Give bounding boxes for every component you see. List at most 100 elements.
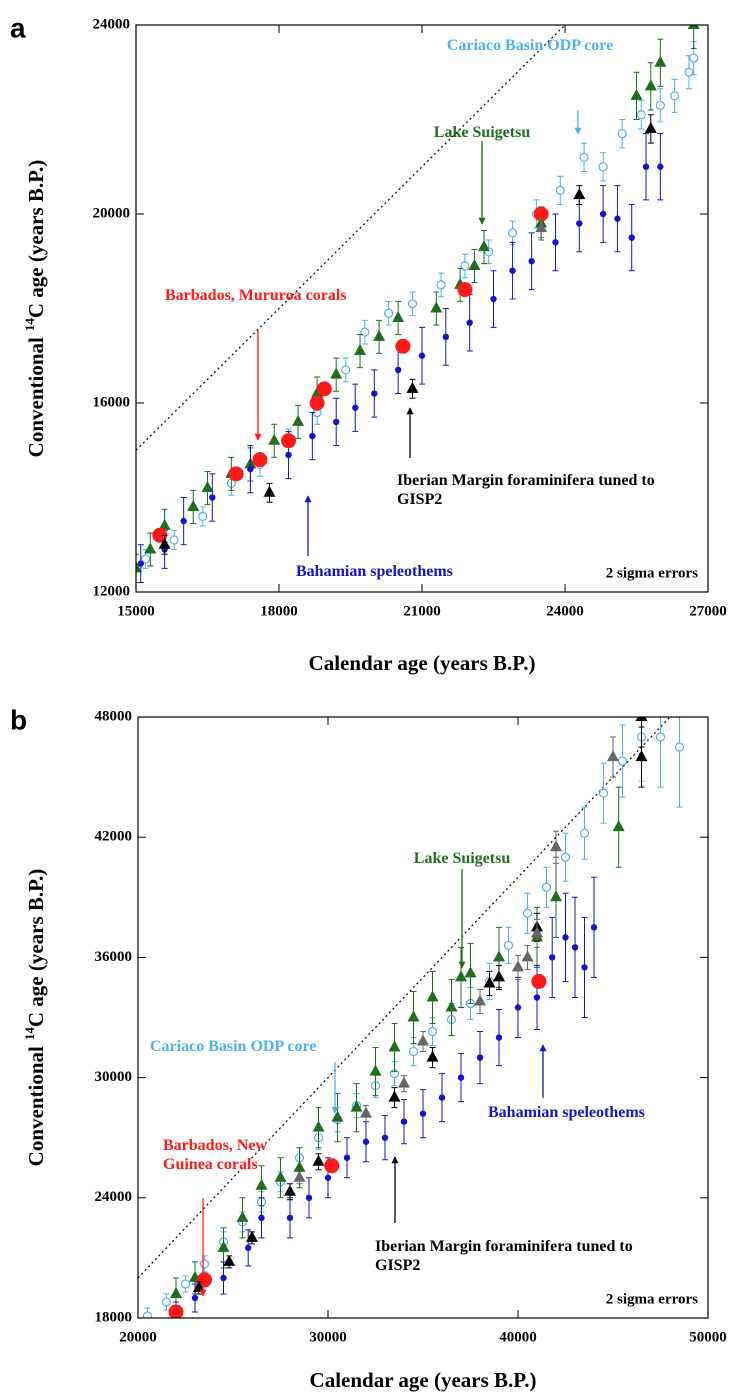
x-axis-title: Calendar age (years B.P.) (309, 651, 536, 675)
triangle-marker (284, 1184, 296, 1196)
dot-marker (549, 954, 556, 961)
series-annotation: Bahamian speleothems (488, 1104, 645, 1121)
circle-marker (598, 162, 608, 172)
triangle-marker (426, 990, 439, 1002)
triangle-marker (246, 1230, 258, 1242)
triangle-marker (550, 840, 562, 852)
circle-marker (407, 299, 418, 309)
dot-marker (571, 944, 579, 951)
y-axis-title-part: C age (years B.P.) (24, 869, 48, 1027)
x-tick-label: 27000 (689, 603, 727, 619)
y-axis-title-part: Conventional (24, 1046, 48, 1166)
plot-area (136, 25, 700, 584)
triangle-marker (407, 1010, 420, 1022)
triangle-marker (607, 750, 619, 762)
circle-marker (674, 742, 685, 752)
dot-marker (418, 352, 426, 359)
dot-marker (209, 494, 216, 501)
triangle-marker (493, 950, 505, 962)
one-to-one-line (135, 24, 566, 451)
dot-marker (419, 1110, 427, 1117)
dot-marker (333, 418, 340, 426)
circle-marker (142, 1311, 153, 1318)
x-axis-title: Calendar age (years B.P.) (310, 1368, 537, 1392)
dot-marker (528, 258, 535, 265)
dot-marker (466, 319, 473, 326)
x-tick-label: 24000 (546, 603, 584, 619)
triangle-marker (360, 1106, 372, 1118)
dot-marker (362, 1138, 370, 1145)
circle-marker (140, 554, 151, 564)
plot-frame (135, 24, 709, 593)
triangle-marker (187, 499, 200, 511)
triangle-marker (573, 188, 586, 200)
big-marker (197, 1272, 212, 1288)
triangle-marker (201, 481, 214, 493)
triangle-marker (263, 485, 276, 497)
dot-marker (509, 267, 516, 274)
triangle-marker (468, 258, 481, 270)
triangle-marker (644, 79, 657, 91)
y-axis-title-superscript: 14 (22, 318, 37, 332)
triangle-marker (464, 966, 477, 978)
dot-marker (245, 1244, 252, 1252)
dot-marker (576, 220, 583, 227)
circle-marker (198, 511, 208, 522)
dot-marker (352, 404, 359, 411)
panel-label: a (10, 12, 26, 43)
dot-marker (657, 163, 664, 170)
triangle-marker (635, 750, 648, 762)
circle-marker (579, 828, 590, 838)
triangle-marker (170, 1286, 182, 1298)
series-annotation: Iberian Margin foraminifera tuned to GIS… (397, 472, 655, 508)
circle-marker (522, 908, 533, 918)
circle-marker (341, 365, 351, 375)
y-tick-label: 48000 (95, 708, 133, 724)
circle-marker (555, 185, 565, 195)
dot-marker (642, 163, 650, 170)
y-tick-label: 16000 (93, 394, 131, 410)
circle-marker (636, 110, 646, 120)
dot-marker (371, 390, 378, 397)
dot-marker (581, 964, 588, 971)
dot-marker (533, 994, 541, 1001)
triangle-marker (455, 970, 467, 982)
circle-marker (560, 852, 571, 862)
triangle-marker (373, 329, 386, 341)
triangle-marker (223, 1254, 236, 1266)
dot-marker (599, 210, 607, 218)
y-axis-title-part: C age (years B.P.) (24, 160, 48, 318)
triangle-marker (331, 1110, 344, 1122)
y-tick-label: 30000 (95, 1069, 133, 1085)
triangle-marker (236, 1210, 249, 1222)
dot-marker (191, 1294, 199, 1302)
big-marker (531, 973, 547, 989)
triangle-marker (192, 1280, 205, 1292)
triangle-marker (630, 88, 643, 100)
dot-marker (343, 1154, 351, 1161)
y-tick-label: 18000 (95, 1309, 133, 1325)
triangle-marker (426, 1050, 439, 1062)
triangle-marker (144, 542, 157, 554)
triangle-marker (687, 25, 700, 29)
y-tick-label: 12000 (93, 583, 131, 599)
dot-marker (247, 465, 254, 473)
y-tick-label: 24000 (95, 1189, 133, 1205)
triangle-marker (388, 1040, 401, 1052)
circle-marker (384, 308, 394, 318)
big-marker (395, 338, 411, 354)
dot-marker (180, 517, 187, 525)
circle-marker (436, 280, 446, 290)
circle-marker (180, 1279, 191, 1289)
triangle-marker (535, 221, 548, 233)
triangle-marker (369, 1064, 382, 1076)
series-annotation: Cariaco Basin ODP core (150, 1038, 317, 1055)
triangle-marker (430, 301, 443, 313)
dot-marker (562, 934, 569, 941)
triangle-marker (217, 1240, 230, 1252)
triangle-marker (406, 381, 419, 393)
circle-marker (427, 1026, 438, 1037)
dot-marker (381, 1134, 389, 1141)
circle-marker (617, 756, 628, 766)
